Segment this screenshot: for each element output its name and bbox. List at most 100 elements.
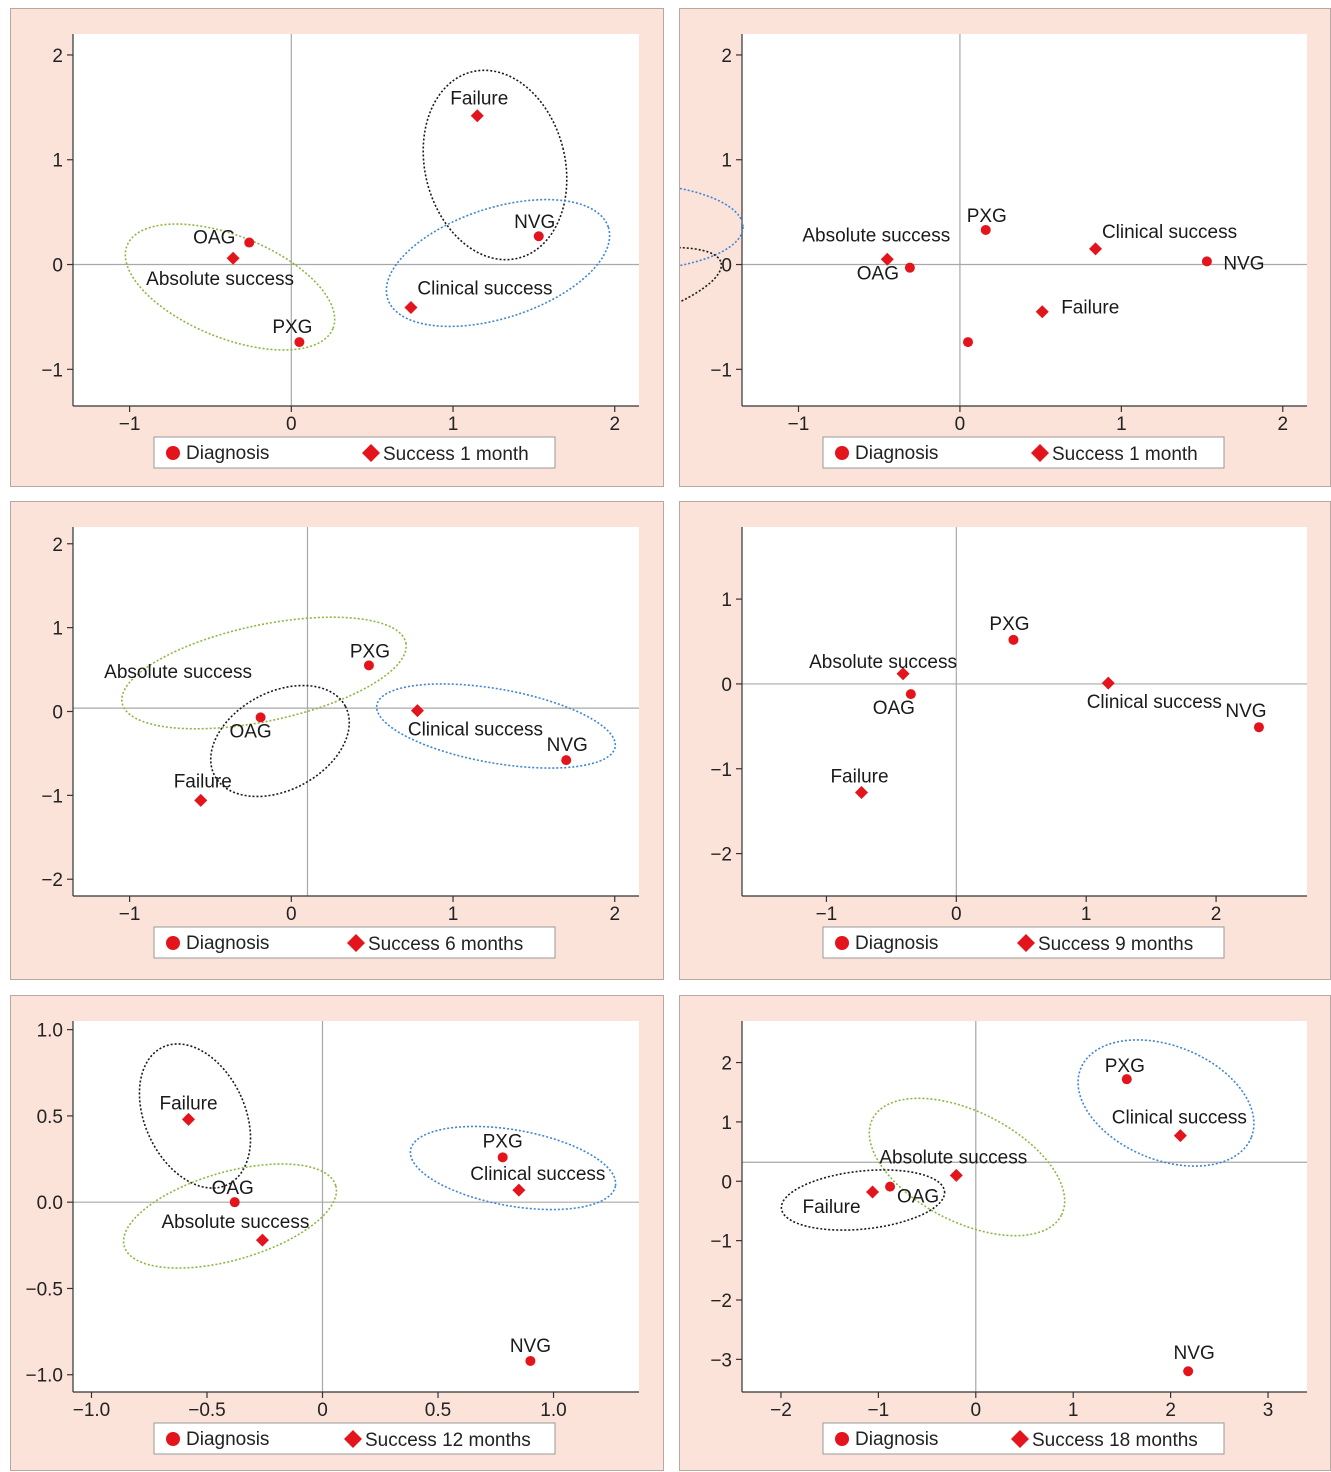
point-label-absolute-success: Absolute success — [802, 225, 950, 246]
diamond-icon — [1011, 1430, 1029, 1448]
y-tick-label: 0 — [52, 703, 63, 724]
point-pxg-diagnosis — [1008, 634, 1019, 645]
y-tick-label: 2 — [52, 535, 63, 556]
legend-label-diagnosis: Diagnosis — [186, 1429, 269, 1450]
legend-box — [153, 436, 556, 469]
y-tick-label: −1 — [710, 760, 732, 781]
point-pxg-diagnosis — [980, 224, 991, 235]
legend-label-diagnosis: Diagnosis — [186, 443, 269, 464]
point-failure-success — [194, 793, 208, 807]
point-absolute-success-success — [896, 667, 910, 681]
point-label-pxg: PXG — [272, 317, 312, 338]
scatter-plot: −2 −1 0 1 2 3 −3 −2 −1 0 1 2 PXG Clinical success Abso… — [710, 1021, 1307, 1455]
x-tick-label: 2 — [609, 904, 620, 925]
cluster-ellipse-green — [868, 1097, 1066, 1237]
point-label-oag: OAG — [897, 1187, 939, 1208]
cluster-ellipse-black — [780, 1169, 946, 1231]
y-tick-label: −1 — [710, 360, 732, 381]
x-tick-label: −1 — [816, 904, 838, 925]
plot-area — [742, 34, 1307, 406]
point-label-absolute-success: Absolute success — [146, 269, 294, 290]
x-tick-label: 2 — [1165, 1400, 1176, 1421]
legend: Diagnosis Success 9 months — [822, 926, 1225, 959]
chart-panel-6: −2 −1 0 1 2 3 −3 −2 −1 0 1 2 PXG Clinical success Abso… — [679, 995, 1331, 1471]
cluster-ellipse-green — [122, 1163, 338, 1269]
point-label-failure: Failure — [802, 1197, 860, 1218]
legend: Diagnosis Success 12 months — [153, 1422, 556, 1455]
y-tick-label: −2 — [41, 870, 63, 891]
x-tick-label: 2 — [1277, 414, 1288, 435]
y-tick-label: 0 — [721, 675, 732, 696]
point-oag-diagnosis — [905, 689, 916, 700]
point-clinical-success-success — [410, 704, 424, 718]
point-pxg-diagnosis — [363, 660, 374, 671]
y-tick-label: −0.5 — [25, 1279, 63, 1300]
y-tick-label: 0 — [721, 1172, 732, 1193]
point-clinical-success-success — [404, 300, 418, 314]
point-pxg-diagnosis — [1121, 1074, 1132, 1085]
point-absolute-success-success — [949, 1168, 963, 1182]
x-tick-label: 1.0 — [540, 1400, 566, 1421]
point-label-absolute-success: Absolute success — [809, 652, 957, 673]
plot-area — [73, 1021, 639, 1392]
point-label-oag: OAG — [229, 721, 271, 742]
point-label-clinical-success: Clinical success — [1087, 692, 1222, 713]
circle-icon — [835, 446, 849, 460]
point-label-pxg: PXG — [967, 206, 1007, 227]
chart-panel-3: −1 0 1 2 −2 −1 0 1 2 PXG Absolute success OAG Clinic… — [10, 501, 664, 980]
x-tick-label: −0.5 — [188, 1400, 226, 1421]
point-failure-success — [866, 1185, 880, 1199]
legend: Diagnosis Success 6 months — [153, 926, 556, 959]
point-clinical-success-success — [1173, 1129, 1187, 1143]
x-tick-label: 0 — [286, 904, 297, 925]
y-tick-label: 2 — [721, 46, 732, 67]
x-tick-label: 1 — [448, 414, 459, 435]
point-label-nvg: NVG — [510, 1336, 551, 1357]
point-oag-diagnosis — [885, 1181, 896, 1192]
y-tick-label: 1.0 — [37, 1021, 63, 1042]
plot-area — [73, 527, 639, 896]
point-label-oag: OAG — [193, 228, 235, 249]
scatter-plot: −1 0 1 2 −1 0 1 2 PXG Absolute success OAG Clinical… — [680, 34, 1307, 469]
y-tick-label: 2 — [721, 1054, 732, 1075]
point-pxg-diagnosis — [294, 337, 305, 348]
y-tick-label: −1.0 — [25, 1366, 63, 1387]
legend: Diagnosis Success 1 month — [153, 436, 556, 469]
plot-area — [742, 527, 1307, 896]
point-failure-success — [1035, 305, 1049, 319]
x-tick-label: 0 — [317, 1400, 328, 1421]
point-absolute-success-success — [880, 252, 894, 266]
cluster-ellipse-black — [680, 246, 723, 344]
point-nvg-diagnosis — [1253, 722, 1264, 733]
point-label-failure: Failure — [450, 89, 508, 110]
y-tick-label: 1 — [52, 151, 63, 172]
x-tick-label: −1 — [868, 1400, 890, 1421]
point-label-failure: Failure — [174, 771, 232, 792]
cluster-ellipse-black — [422, 69, 568, 261]
y-tick-label: −2 — [710, 1291, 732, 1312]
point-label-oag: OAG — [212, 1178, 254, 1199]
point-label-failure: Failure — [830, 767, 888, 788]
cluster-ellipse-black — [138, 1043, 252, 1189]
x-tick-label: 0 — [955, 414, 966, 435]
circle-icon — [166, 446, 180, 460]
circle-icon — [166, 1432, 180, 1446]
point-label-clinical-success: Clinical success — [408, 720, 543, 741]
y-tick-label: 0 — [52, 256, 63, 277]
point-label-clinical-success: Clinical success — [1102, 222, 1237, 243]
point-nvg-diagnosis — [525, 1355, 536, 1366]
y-tick-label: −2 — [710, 845, 732, 866]
y-tick-label: 0.5 — [37, 1107, 63, 1128]
point-clinical-success-success — [1101, 676, 1115, 690]
point-label-clinical-success: Clinical success — [470, 1164, 605, 1185]
point-label-absolute-success: Absolute success — [879, 1147, 1027, 1168]
scatter-plot: −1 0 1 2 −2 −1 0 1 PXG Absolute success OAG Clinica… — [710, 527, 1307, 959]
legend-label-diagnosis: Diagnosis — [186, 933, 269, 954]
cluster-ellipse-blue — [409, 1125, 617, 1211]
y-tick-label: −1 — [41, 786, 63, 807]
x-tick-label: 1 — [448, 904, 459, 925]
chart-panel-1: −1 0 1 2 −1 0 1 2 Failure NVG OAG Absolute success C… — [10, 8, 664, 487]
point-label-clinical-success: Clinical success — [417, 278, 552, 299]
point-absolute-success-success — [226, 251, 240, 265]
y-tick-label: 1 — [721, 1113, 732, 1134]
